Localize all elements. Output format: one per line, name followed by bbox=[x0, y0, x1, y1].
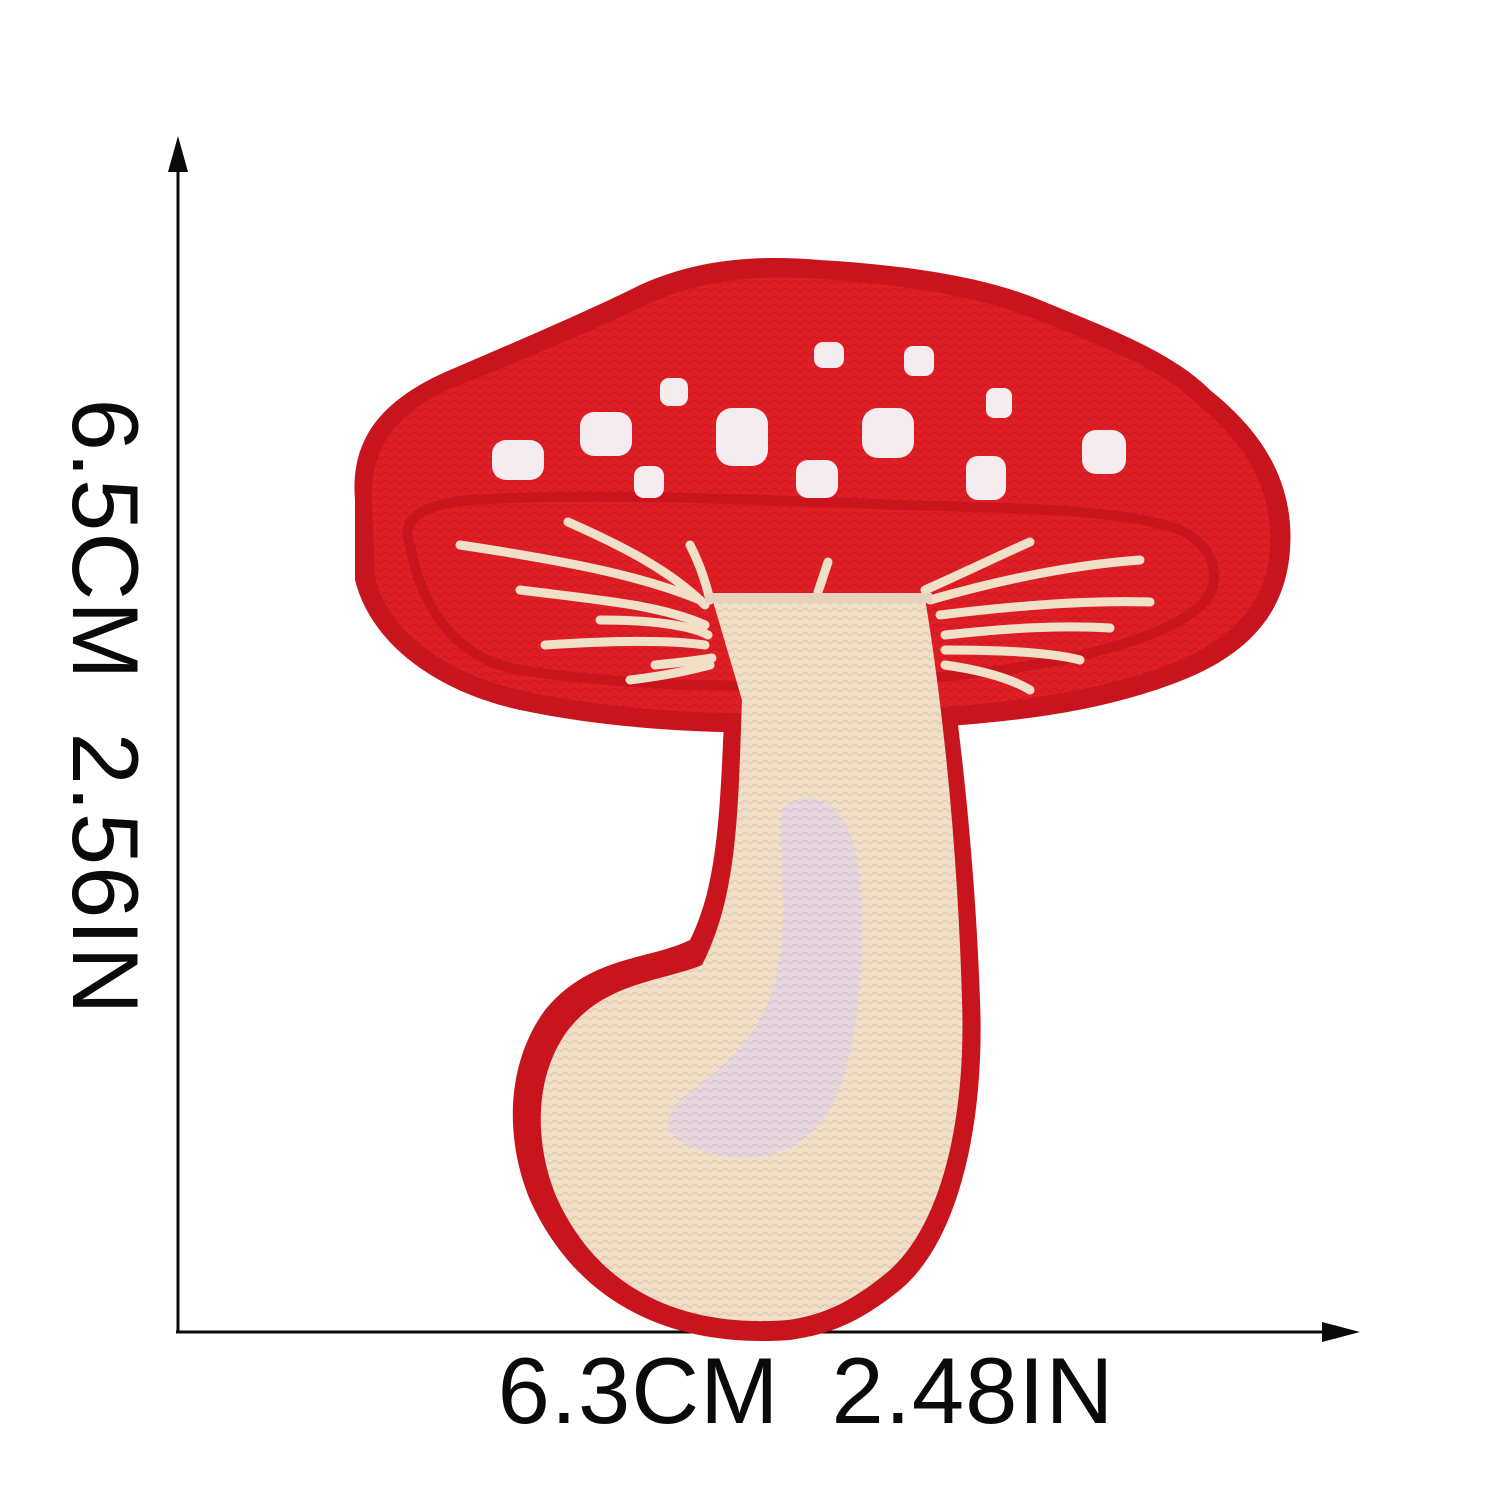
spot bbox=[814, 342, 844, 368]
cap-rim bbox=[402, 491, 1220, 691]
spot bbox=[966, 456, 1006, 500]
width-dimension-label: 6.3CM 2.48IN bbox=[0, 1344, 1500, 1438]
height-cm: 6.5CM bbox=[53, 398, 158, 681]
spot bbox=[492, 440, 544, 480]
spot bbox=[660, 378, 688, 406]
width-cm: 6.3CM bbox=[497, 1338, 780, 1443]
spot bbox=[796, 460, 838, 498]
spot bbox=[580, 412, 632, 456]
spot bbox=[634, 466, 664, 498]
height-in: 2.56IN bbox=[53, 732, 158, 1016]
gill-lines bbox=[455, 517, 1155, 695]
spot bbox=[862, 408, 914, 458]
spot bbox=[986, 388, 1012, 418]
spot bbox=[716, 408, 768, 466]
width-in: 2.48IN bbox=[831, 1338, 1115, 1443]
mushroom-patch bbox=[354, 258, 1291, 1342]
spot bbox=[904, 346, 934, 376]
height-arrow bbox=[168, 136, 188, 1332]
cap-spots bbox=[492, 342, 1126, 500]
spot bbox=[1082, 430, 1126, 474]
height-dimension-label: 6.5CM 2.56IN bbox=[53, 399, 158, 1016]
